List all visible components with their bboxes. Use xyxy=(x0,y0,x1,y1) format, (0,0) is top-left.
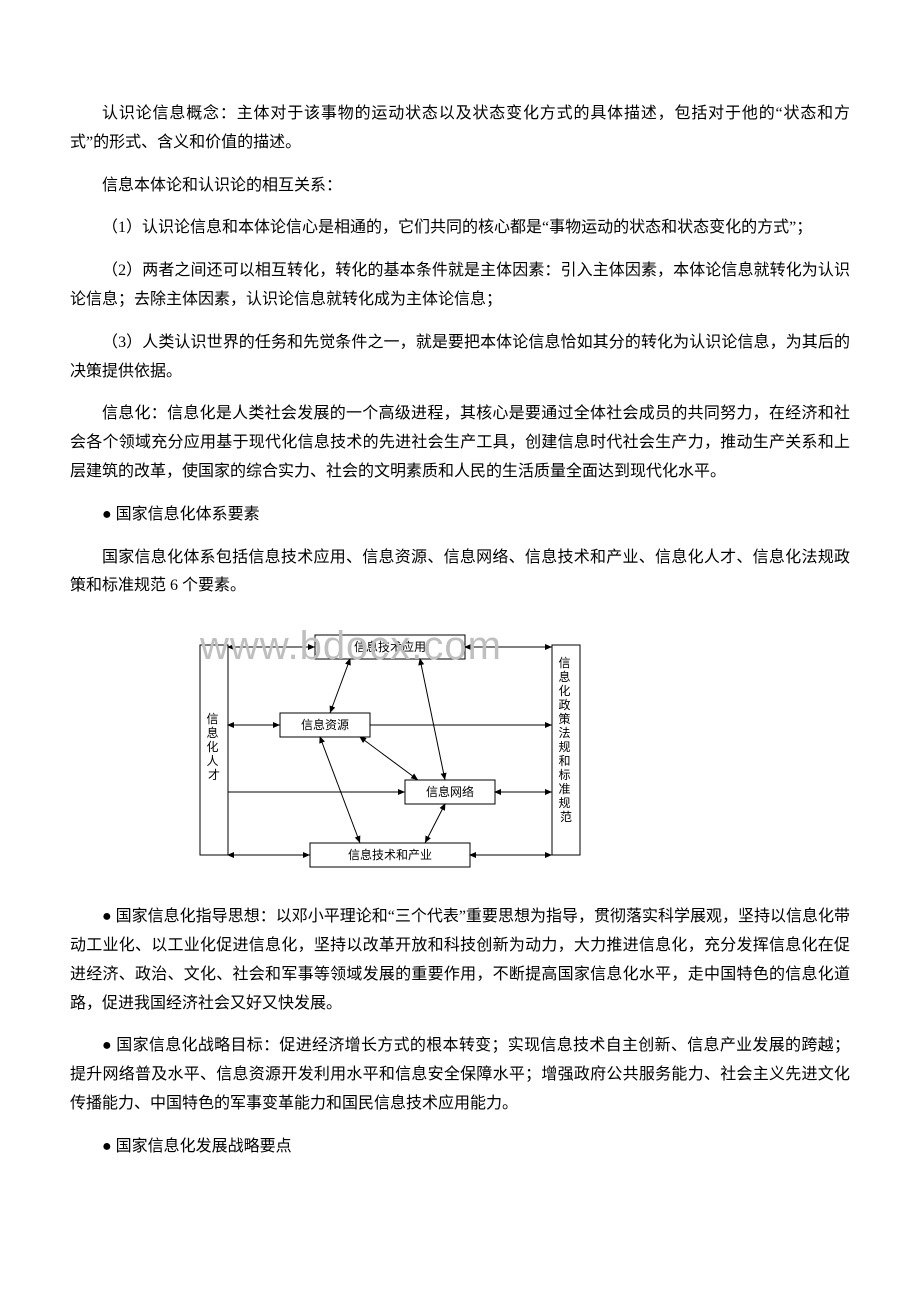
node-resource-label: 信息资源 xyxy=(301,717,349,732)
paragraph: 认识论信息概念：主体对于该事物的运动状态以及状态变化方式的具体描述，包括对于他的… xyxy=(70,100,850,158)
paragraph-bullet: ● 国家信息化战略目标：促进经济增长方式的根本转变；实现信息技术自主创新、信息产… xyxy=(70,1032,850,1118)
six-elements-diagram: 信 息 化 人 才 信 息 化 政 策 法 规 和 标 准 规 范 xyxy=(160,615,620,885)
edge xyxy=(425,804,445,843)
paragraph-bullet: ● 国家信息化体系要素 xyxy=(70,501,850,530)
node-network-label: 信息网络 xyxy=(426,784,474,799)
paragraph-bullet: ● 国家信息化指导思想：以邓小平理论和“三个代表”重要思想为指导，贯彻落实科学展… xyxy=(70,903,850,1018)
node-left-label: 信 息 化 人 才 xyxy=(206,712,221,782)
node-top-label: 信息技术应用 xyxy=(354,639,426,654)
diagram-svg: 信 息 化 人 才 信 息 化 政 策 法 规 和 标 准 规 范 xyxy=(160,615,620,885)
node-bottom-label: 信息技术和产业 xyxy=(348,847,432,862)
document-page: www.bdocx.com 认识论信息概念：主体对于该事物的运动状态以及状态变化… xyxy=(0,0,920,1236)
edge xyxy=(330,659,350,713)
paragraph: （2）两者之间还可以相互转化，转化的基本条件就是主体因素：引入主体因素，本体论信… xyxy=(70,257,850,315)
paragraph: 信息本体论和认识论的相互关系： xyxy=(70,172,850,201)
paragraph: （1）认识论信息和本体论信心是相通的，它们共同的核心都是“事物运动的状态和状态变… xyxy=(70,214,850,243)
paragraph: （3）人类认识世界的任务和先觉条件之一，就是要把本体论信息恰如其分的转化为认识论… xyxy=(70,329,850,387)
edge xyxy=(360,737,418,780)
paragraph: 国家信息化体系包括信息技术应用、信息资源、信息网络、信息技术和产业、信息化人才、… xyxy=(70,544,850,602)
edge xyxy=(320,737,360,843)
node-right-label: 信 息 化 政 策 法 规 和 标 准 规 范 xyxy=(558,656,573,824)
paragraph-bullet: ● 国家信息化发展战略要点 xyxy=(70,1133,850,1162)
edge xyxy=(420,659,445,780)
paragraph: 信息化：信息化是人类社会发展的一个高级进程，其核心是要通过全体社会成员的共同努力… xyxy=(70,400,850,486)
